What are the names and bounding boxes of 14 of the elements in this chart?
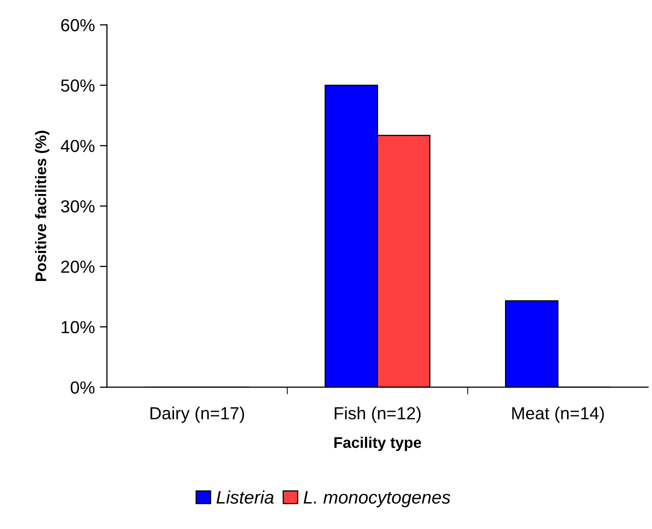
y-axis-title: Positive facilities (%) — [35, 130, 50, 282]
y-tick-label: 10% — [62, 321, 95, 334]
y-tick-label: 30% — [61, 200, 95, 213]
y-tick-label: 40% — [60, 140, 95, 152]
legend-label: Listeria — [216, 490, 274, 504]
y-tick-label: 20% — [61, 260, 95, 273]
y-tick-label: 60% — [61, 19, 95, 32]
x-tick-label: Fish (n=12) — [334, 406, 421, 423]
x-tick-label: Meat (n=14) — [512, 406, 604, 423]
y-tick-label: 0% — [70, 381, 95, 394]
x-tick-label: Dairy (n=17) — [150, 406, 244, 423]
legend-label: L. monocytogenes — [304, 491, 450, 508]
y-tick-label: 50% — [61, 79, 95, 92]
x-axis-title: Facility type — [334, 436, 422, 451]
